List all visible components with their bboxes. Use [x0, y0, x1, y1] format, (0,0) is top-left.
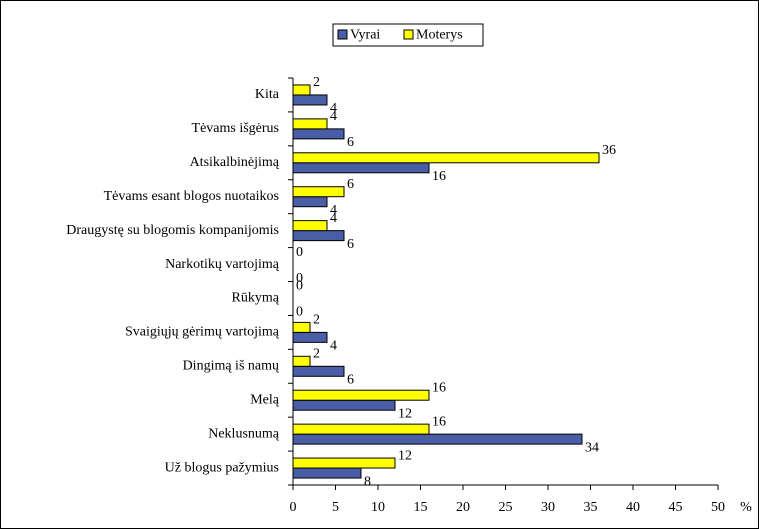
y-tick-label: Dingimą iš namų — [183, 359, 279, 374]
value-label: 6 — [347, 135, 354, 150]
x-tick-label: 45 — [669, 500, 683, 515]
bar — [292, 230, 345, 242]
value-label: 0 — [296, 305, 303, 320]
value-label: 6 — [347, 373, 354, 388]
x-tick-label: 40 — [626, 500, 640, 515]
y-tick-label: Neklusnumą — [208, 426, 280, 441]
bar — [292, 186, 345, 198]
value-label: 2 — [313, 75, 320, 90]
x-tick-label: 25 — [499, 500, 513, 515]
value-label: 12 — [398, 406, 412, 421]
value-label: 4 — [330, 211, 337, 226]
bar — [292, 94, 328, 106]
value-label: 4 — [330, 339, 337, 354]
bar — [292, 118, 328, 130]
x-tick-label: 10 — [371, 500, 385, 515]
legend-label: Moterys — [416, 28, 463, 43]
bar — [292, 457, 396, 469]
bar — [292, 84, 311, 96]
x-tick-label: 20 — [456, 500, 470, 515]
y-tick-label: Svaigiųjų gėrimų vartojimą — [125, 325, 280, 340]
value-label: 2 — [313, 347, 320, 362]
value-label: 36 — [602, 143, 616, 158]
y-tick-label: Tėvams išgėrus — [192, 121, 279, 136]
value-label: 0 — [296, 279, 303, 294]
y-tick-label: Narkotikų vartojimą — [165, 257, 280, 272]
bar — [292, 196, 328, 208]
y-tick-label: Draugystę su blogomis kompanijomis — [66, 223, 279, 238]
bar — [292, 220, 328, 232]
bar — [292, 433, 583, 445]
value-label: 2 — [313, 313, 320, 328]
value-label: 16 — [432, 169, 446, 184]
bar — [292, 389, 430, 401]
value-label: 4 — [330, 203, 337, 218]
value-label: 4 — [330, 101, 337, 116]
y-tick-label: Melą — [250, 392, 280, 407]
bar — [292, 365, 345, 377]
value-label: 6 — [347, 177, 354, 192]
bar — [292, 355, 311, 367]
legend-swatch — [403, 29, 414, 40]
bar — [292, 399, 396, 411]
x-tick-label: 15 — [414, 500, 428, 515]
bar — [292, 152, 600, 164]
value-label: 0 — [296, 245, 303, 260]
y-tick-label: Už blogus pažymius — [165, 460, 279, 475]
y-tick-label: Tėvams esant blogos nuotaikos — [104, 189, 279, 204]
y-tick-label: Kita — [255, 87, 280, 102]
bar — [292, 162, 430, 174]
value-label: 16 — [432, 380, 446, 395]
value-label: 12 — [398, 448, 412, 463]
legend-swatch — [337, 29, 348, 40]
y-tick-label: Atsikalbinėjimą — [190, 155, 280, 170]
bar — [292, 321, 311, 333]
value-label: 16 — [432, 414, 446, 429]
bar — [292, 128, 345, 140]
bar — [292, 467, 362, 479]
value-label: 8 — [364, 474, 371, 489]
value-label: 6 — [347, 237, 354, 252]
x-tick-label: 0 — [290, 500, 297, 515]
value-label: 34 — [585, 440, 599, 455]
x-tick-label: 35 — [584, 500, 598, 515]
x-tick-label: 50 — [711, 500, 725, 515]
bar — [292, 331, 328, 343]
legend-label: Vyrai — [350, 28, 380, 43]
x-tick-label: 5 — [332, 500, 339, 515]
value-label: 0 — [296, 271, 303, 286]
value-label: 4 — [330, 109, 337, 124]
x-tick-label: 30 — [541, 500, 555, 515]
x-axis-label: % — [740, 500, 752, 515]
bar — [292, 423, 430, 435]
y-tick-label: Rūkymą — [232, 291, 280, 306]
